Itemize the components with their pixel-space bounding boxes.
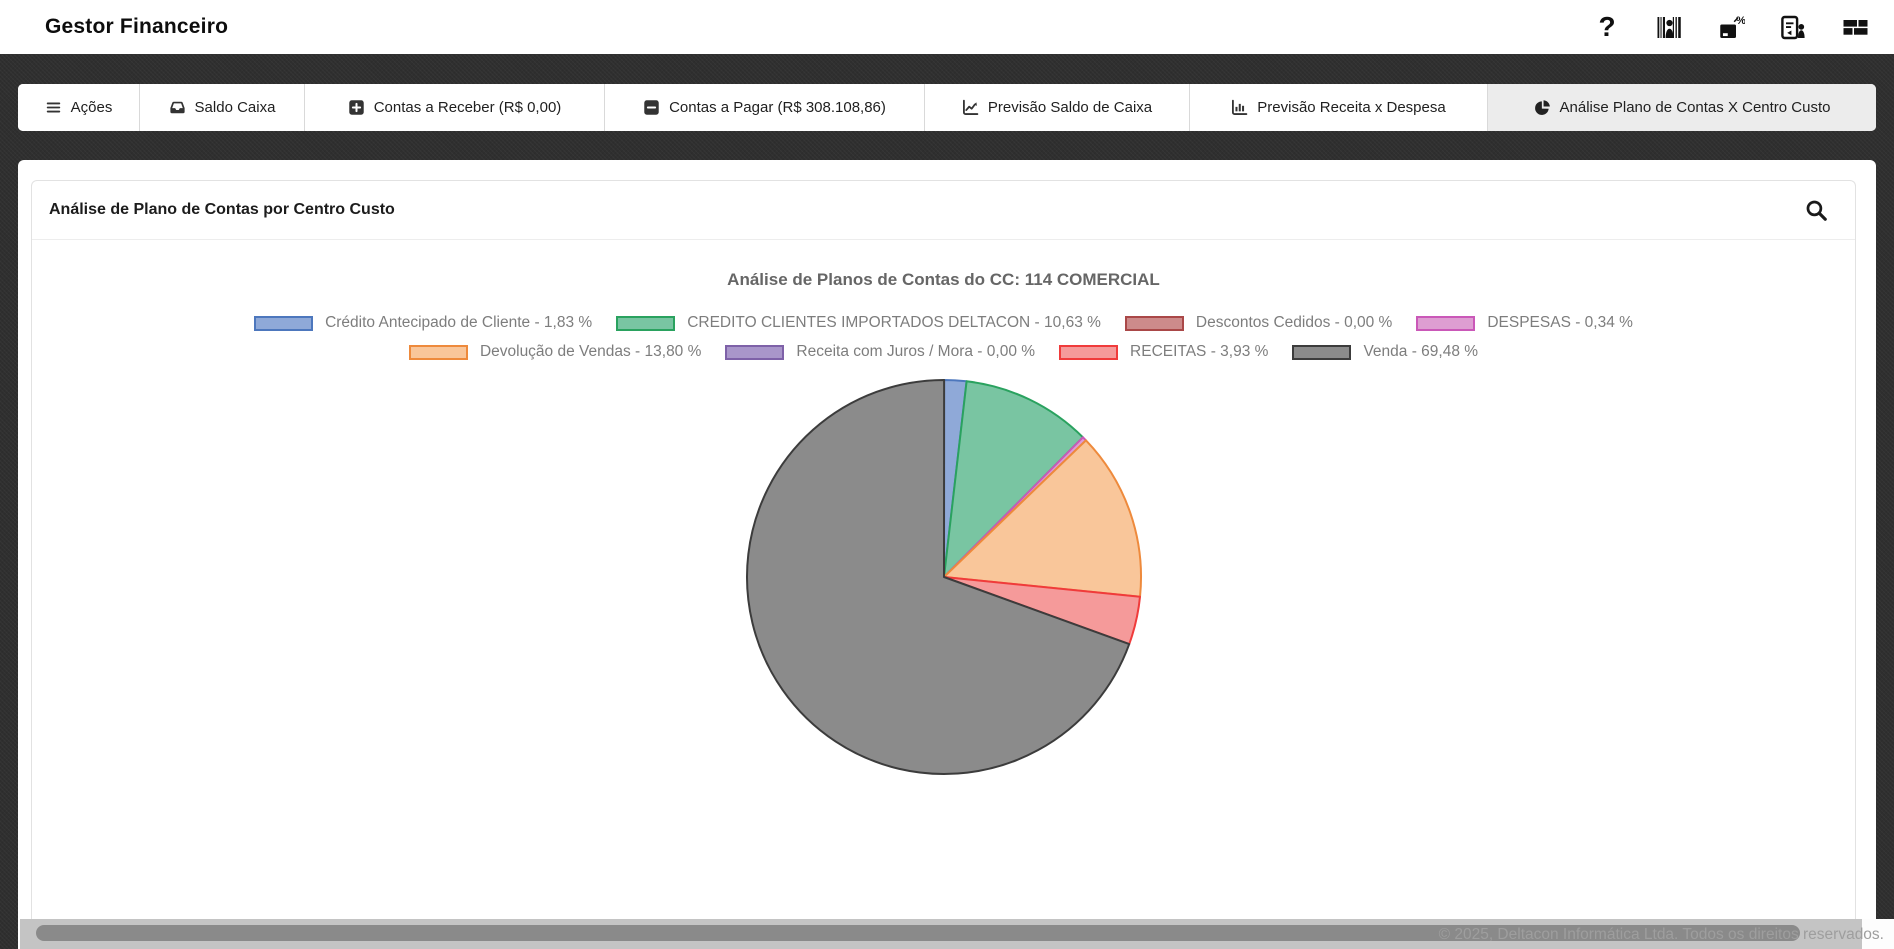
- search-icon[interactable]: [1804, 198, 1829, 223]
- chart-line-icon: [962, 99, 979, 116]
- menu-icon: [45, 99, 62, 116]
- tab-label: Análise Plano de Contas X Centro Custo: [1559, 99, 1831, 116]
- svg-text:%: %: [1736, 15, 1745, 27]
- percent-box-icon[interactable]: %: [1716, 12, 1746, 42]
- plus-square-icon: [348, 99, 365, 116]
- copyright-text: © 2025, Deltacon Informática Ltda. Todos…: [1438, 926, 1884, 943]
- chart-pie-icon: [1534, 99, 1551, 116]
- pie-slice-devolucao-de-vendas[interactable]: [942, 439, 1142, 598]
- legend-label: CREDITO CLIENTES IMPORTADOS DELTACON - 1…: [687, 314, 1101, 331]
- legend-row: Devolução de Vendas - 13,80 % Receita com…: [408, 343, 1478, 361]
- tab-label: Previsão Saldo de Caixa: [987, 99, 1153, 116]
- help-icon[interactable]: ?: [1592, 12, 1622, 42]
- legend-swatch: [1124, 315, 1184, 331]
- legend-label: Receita com Juros / Mora - 0,00 %: [796, 343, 1036, 360]
- legend-swatch: [408, 344, 468, 360]
- legend-swatch: [1059, 344, 1119, 360]
- legend-item-despesas[interactable]: DESPESAS - 0,34 %: [1416, 314, 1633, 332]
- legend-label: Venda - 69,48 %: [1363, 343, 1479, 360]
- tab-acoes[interactable]: Ações: [18, 84, 140, 131]
- legend-item-credito-clientes-importados-deltacon[interactable]: CREDITO CLIENTES IMPORTADOS DELTACON - 1…: [616, 314, 1101, 332]
- app-header: Gestor Financeiro ?%: [0, 0, 1894, 54]
- legend-label: Devolução de Vendas - 13,80 %: [479, 343, 702, 360]
- panel-title: Análise de Plano de Contas por Centro Cu…: [49, 201, 395, 218]
- legend-label: RECEITAS - 3,93 %: [1130, 343, 1269, 360]
- content-card: Análise de Plano de Contas por Centro Cu…: [18, 160, 1876, 949]
- tab-contas-a-receber-r-0-00[interactable]: Contas a Receber (R$ 0,00): [305, 84, 605, 131]
- chart-title: Análise de Planos de Contas do CC: 114 C…: [727, 270, 1160, 289]
- legend-label: Crédito Antecipado de Cliente - 1,83 %: [325, 314, 593, 331]
- legend-swatch: [616, 315, 676, 331]
- legend-label: DESPESAS - 0,34 %: [1487, 314, 1633, 331]
- pie-chart: [745, 379, 1142, 775]
- tab-contas-a-pagar-r-308-108-86[interactable]: Contas a Pagar (R$ 308.108,86): [605, 84, 925, 131]
- app-title: Gestor Financeiro: [45, 15, 229, 38]
- legend-item-credito-antecipado-de-cliente[interactable]: Crédito Antecipado de Cliente - 1,83 %: [254, 314, 592, 332]
- tab-label: Ações: [70, 99, 113, 116]
- tab-label: Contas a Pagar (R$ 308.108,86): [669, 99, 886, 116]
- tab-bar: Ações Saldo Caixa Contas a Receber (R$ 0,0…: [18, 84, 1876, 131]
- scrollbar-thumb[interactable]: [36, 925, 1800, 941]
- legend-item-devolucao-de-vendas[interactable]: Devolução de Vendas - 13,80 %: [408, 343, 702, 361]
- horizontal-scrollbar[interactable]: [20, 919, 1862, 949]
- pie-slice-credito-clientes-importados-deltacon[interactable]: [942, 380, 1084, 578]
- chart-legend: Crédito Antecipado de Cliente - 1,83 % CR…: [32, 314, 1855, 361]
- header-toolbar: ?%: [1592, 12, 1870, 42]
- analysis-panel: Análise de Plano de Contas por Centro Cu…: [31, 180, 1856, 949]
- legend-label: Descontos Cedidos - 0,00 %: [1195, 314, 1393, 331]
- inbox-icon: [169, 99, 186, 116]
- modules-icon[interactable]: [1840, 12, 1870, 42]
- tab-previsao-receita-x-despesa[interactable]: Previsão Receita x Despesa: [1190, 84, 1488, 131]
- legend-item-descontos-cedidos[interactable]: Descontos Cedidos - 0,00 %: [1124, 314, 1393, 332]
- tab-label: Previsão Receita x Despesa: [1257, 99, 1446, 116]
- report-person-icon[interactable]: [1778, 12, 1808, 42]
- pie-slice-venda[interactable]: [745, 379, 1130, 775]
- scrollbar-corner: [1862, 919, 1894, 949]
- legend-item-receita-com-juros-mora[interactable]: Receita com Juros / Mora - 0,00 %: [725, 343, 1035, 361]
- panel-header: Análise de Plano de Contas por Centro Cu…: [32, 181, 1855, 240]
- legend-row: Crédito Antecipado de Cliente - 1,83 % CR…: [254, 314, 1633, 332]
- tab-label: Saldo Caixa: [194, 99, 276, 116]
- tab-saldo-caixa[interactable]: Saldo Caixa: [140, 84, 305, 131]
- user-barcode-icon[interactable]: [1654, 12, 1684, 42]
- legend-swatch: [1292, 344, 1352, 360]
- minus-square-icon: [643, 99, 660, 116]
- legend-item-venda[interactable]: Venda - 69,48 %: [1292, 343, 1478, 361]
- chart-area: Análise de Planos de Contas do CC: 114 C…: [32, 270, 1855, 777]
- tab-analise-plano-de-contas-x-centro-custo[interactable]: Análise Plano de Contas X Centro Custo: [1488, 84, 1876, 131]
- tab-label: Contas a Receber (R$ 0,00): [373, 99, 562, 116]
- legend-swatch: [1416, 315, 1476, 331]
- help-glyph: ?: [1598, 11, 1616, 42]
- tab-previsao-saldo-de-caixa[interactable]: Previsão Saldo de Caixa: [925, 84, 1190, 131]
- legend-item-receitas[interactable]: RECEITAS - 3,93 %: [1059, 343, 1268, 361]
- legend-swatch: [725, 344, 785, 360]
- chart-bar-icon: [1231, 99, 1248, 116]
- legend-swatch: [254, 315, 314, 331]
